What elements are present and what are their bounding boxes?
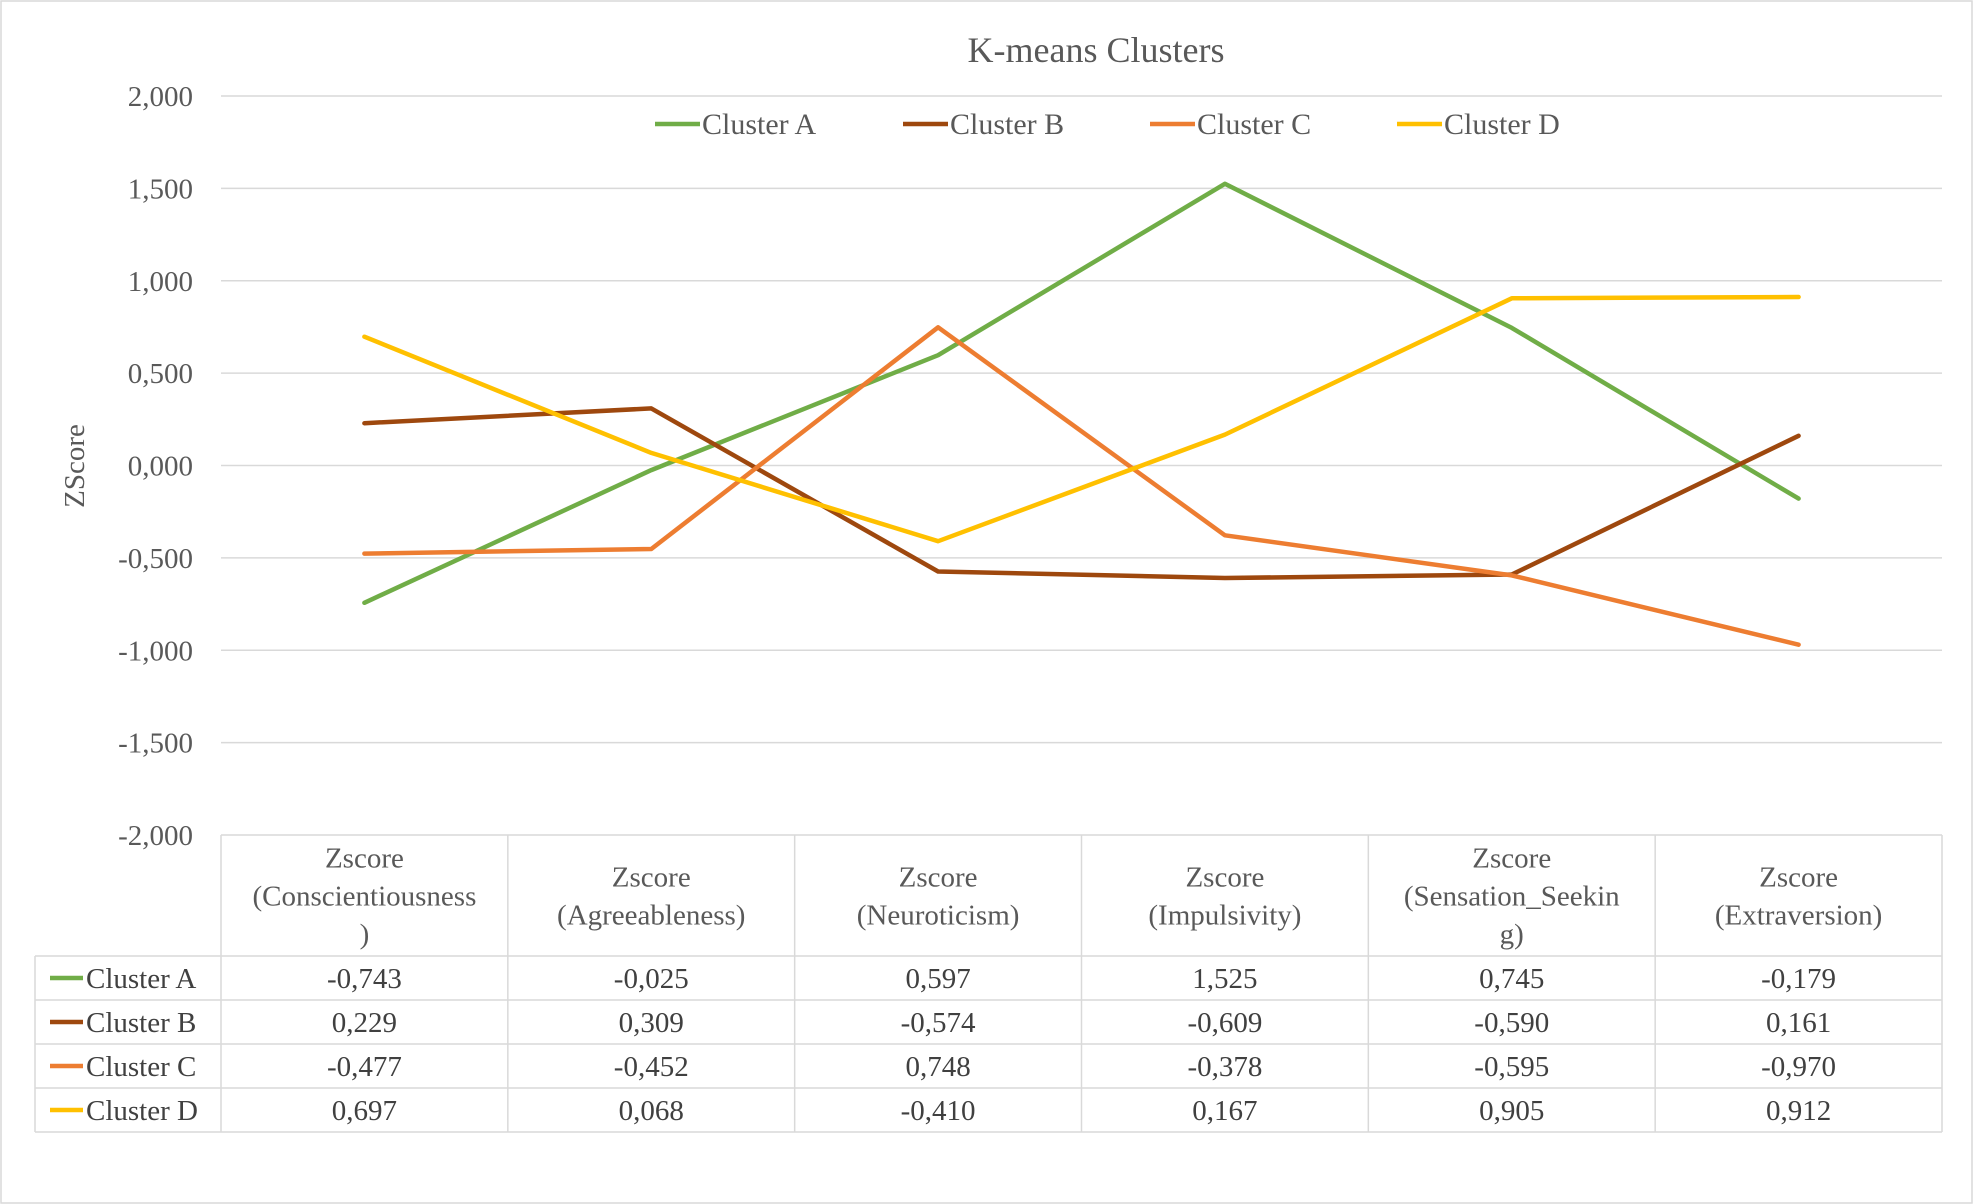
- series-line-cluster-c: [362, 325, 1801, 647]
- table-cell-value: -0,574: [901, 1007, 976, 1039]
- x-category-label: Zscore (Impulsivity): [1148, 862, 1301, 932]
- table-cell-value: 0,748: [905, 1051, 970, 1083]
- x-category-label-line: Zscore: [1185, 862, 1264, 894]
- x-category-label-line: (Impulsivity): [1148, 900, 1301, 932]
- table-cell-value: 0,697: [332, 1095, 397, 1127]
- y-tick-label: -1,000: [118, 635, 193, 667]
- gridlines: [221, 95, 1942, 744]
- x-category-label-line: (Agreeableness): [557, 900, 745, 932]
- y-tick-label: -2,000: [118, 820, 193, 852]
- table-series-name: Cluster D: [86, 1095, 198, 1127]
- series-line-cluster-a: [362, 181, 1801, 606]
- x-category-label-line: Zscore: [612, 862, 691, 894]
- x-category-label: Zscore (Extraversion): [1715, 862, 1883, 932]
- x-category-label-line: Zscore: [1759, 862, 1838, 894]
- table-cell-value: -0,477: [327, 1051, 402, 1083]
- table-cell-value: -0,410: [901, 1095, 976, 1127]
- table-cell-value: -0,025: [614, 963, 689, 995]
- table-series-name: Cluster A: [86, 963, 196, 995]
- table-cell-value: 0,167: [1192, 1095, 1257, 1127]
- table-cell-value: 0,309: [619, 1007, 684, 1039]
- x-category-label-line: Zscore: [325, 843, 404, 875]
- table-cell-value: -0,609: [1187, 1007, 1262, 1039]
- table-cell-value: -0,452: [614, 1051, 689, 1083]
- table-cell-value: -0,743: [327, 963, 402, 995]
- table-cell-value: 0,912: [1766, 1095, 1831, 1127]
- table-cell-value: 0,161: [1766, 1007, 1831, 1039]
- series-lines: [362, 181, 1801, 647]
- table-cell-value: -0,378: [1187, 1051, 1262, 1083]
- y-tick-label: 2,000: [128, 81, 193, 113]
- legend: Cluster A Cluster B Cluster C Cluster D: [655, 108, 1560, 141]
- table-cell-value: 0,745: [1479, 963, 1544, 995]
- legend-label: Cluster D: [1444, 108, 1560, 141]
- x-category-label-line: (Conscientiousness: [252, 881, 476, 913]
- series-line-cluster-b: [362, 406, 1801, 581]
- y-tick-label: 0,000: [128, 451, 193, 483]
- x-category-label: Zscore (Neuroticism): [857, 862, 1020, 932]
- legend-label: Cluster A: [702, 108, 817, 141]
- x-category-label: Zscore (Agreeableness): [557, 862, 745, 932]
- table-cell-value: 0,068: [619, 1095, 684, 1127]
- y-tick-label: -1,500: [118, 728, 193, 760]
- legend-label: Cluster B: [950, 108, 1064, 141]
- x-category-label: Zscore (Sensation_Seekin g): [1404, 843, 1620, 951]
- y-tick-label: -0,500: [118, 543, 193, 575]
- x-category-label-line: ): [360, 919, 370, 951]
- x-category-label-line: g): [1500, 919, 1524, 951]
- table-cell-value: -0,595: [1474, 1051, 1549, 1083]
- y-axis-ticks: 2,000 1,500 1,000 0,500 0,000 -0,500 -1,000 -1,…: [118, 81, 193, 852]
- x-category-label-line: Zscore: [899, 862, 978, 894]
- table-cell-value: 0,229: [332, 1007, 397, 1039]
- x-category-label-line: (Extraversion): [1715, 900, 1883, 932]
- data-table: Zscore (Conscientiousness) Zscore (Agreeabl…: [34, 834, 1943, 1133]
- y-tick-label: 0,500: [128, 358, 193, 390]
- x-category-label-line: Zscore: [1472, 843, 1551, 875]
- table-series-name: Cluster B: [86, 1007, 196, 1039]
- x-category-label-line: (Sensation_Seekin: [1404, 881, 1620, 913]
- table-cell-value: 1,525: [1192, 963, 1257, 995]
- y-axis-label: ZScore: [59, 424, 91, 508]
- legend-label: Cluster C: [1197, 108, 1311, 141]
- table-cell-value: 0,905: [1479, 1095, 1544, 1127]
- chart-title: K-means Clusters: [968, 30, 1225, 70]
- table-series-name: Cluster C: [86, 1051, 196, 1083]
- x-category-label-line: (Neuroticism): [857, 900, 1020, 932]
- y-tick-label: 1,500: [128, 173, 193, 205]
- table-cell-value: -0,970: [1761, 1051, 1836, 1083]
- table-cell-value: -0,179: [1761, 963, 1836, 995]
- series-line-cluster-d: [362, 294, 1801, 544]
- x-category-label: Zscore (Conscientiousness): [252, 843, 476, 951]
- y-tick-label: 1,000: [128, 266, 193, 298]
- table-cell-value: -0,590: [1474, 1007, 1549, 1039]
- table-cell-value: 0,597: [905, 963, 970, 995]
